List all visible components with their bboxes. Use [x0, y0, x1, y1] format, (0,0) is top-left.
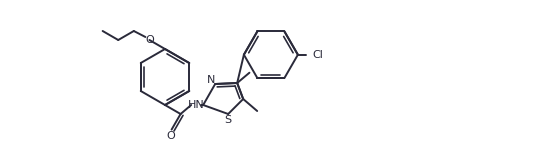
Text: N: N [207, 75, 215, 85]
Text: O: O [145, 35, 154, 45]
Text: HN: HN [188, 100, 205, 110]
Text: O: O [166, 131, 175, 141]
Text: Cl: Cl [312, 50, 323, 60]
Text: S: S [225, 115, 232, 125]
